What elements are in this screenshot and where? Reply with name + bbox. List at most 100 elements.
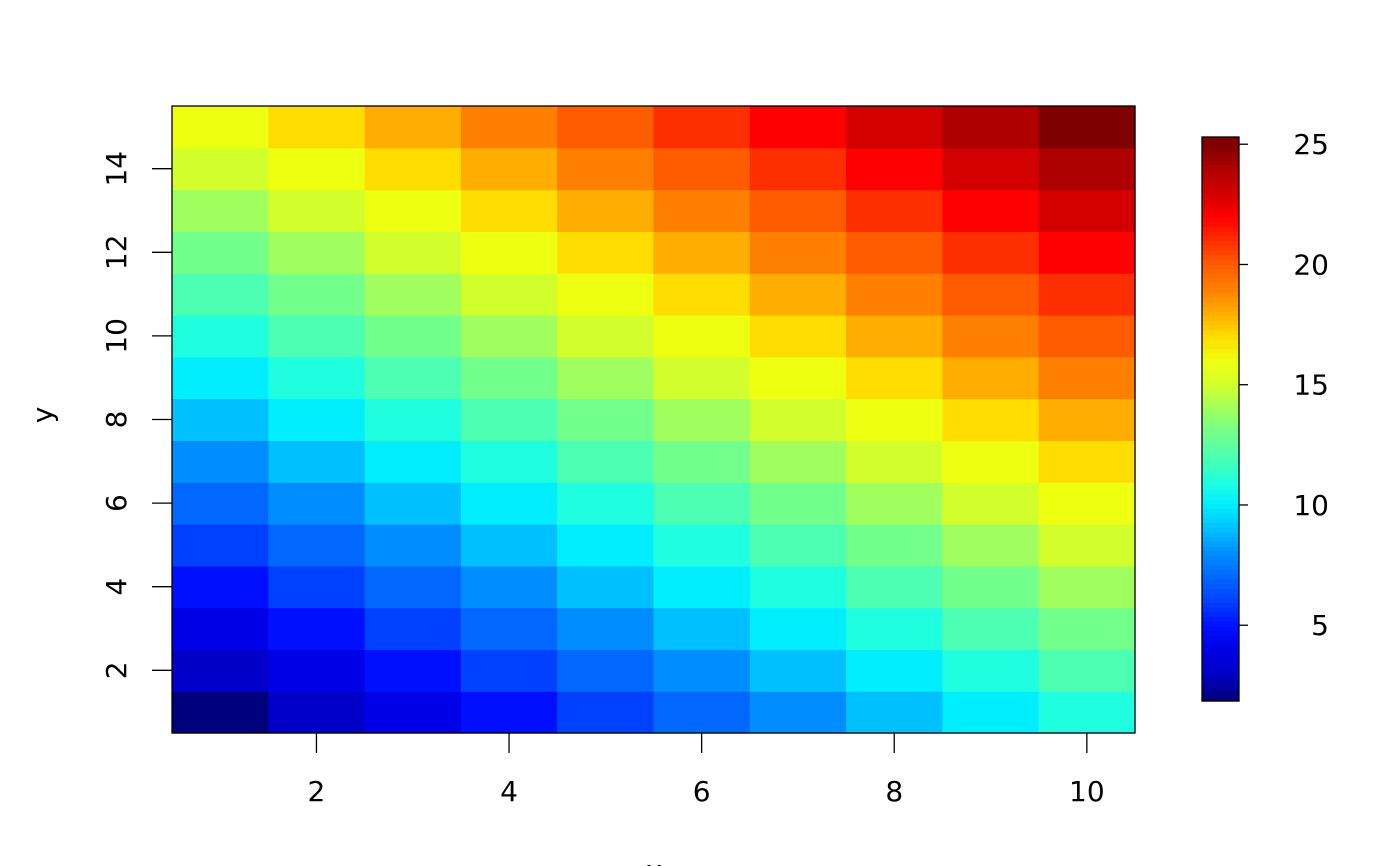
heatmap-cell (172, 691, 269, 734)
colorbar-segment (1202, 198, 1239, 204)
colorbar-segment (1202, 672, 1239, 679)
heatmap-cell (1038, 398, 1136, 441)
heatmap-cell (268, 147, 366, 191)
colorbar-segment (1202, 386, 1239, 392)
heatmap-cell (1038, 649, 1136, 692)
colorbar-segment (1202, 202, 1239, 209)
heatmap-cell (364, 524, 462, 567)
heatmap-cell (846, 649, 943, 692)
colorbar-segment (1202, 357, 1239, 364)
heatmap-cell (460, 691, 558, 734)
heatmap-cell (942, 649, 1040, 692)
heatmap-cell (749, 524, 847, 567)
colorbar-segment (1202, 541, 1239, 547)
x-tick-label: 4 (500, 775, 518, 808)
colorbar-segment (1202, 555, 1239, 561)
colorbar-segment (1202, 639, 1239, 646)
colorbar-segment (1202, 536, 1239, 542)
colorbar-segment (1202, 216, 1239, 223)
heatmap-cell (364, 565, 462, 609)
heatmap-cell (942, 482, 1040, 525)
heatmap-cell (364, 231, 462, 274)
heatmap-cell (364, 691, 462, 734)
y-tick-label: 8 (100, 411, 133, 429)
colorbar-segment (1202, 348, 1239, 354)
colorbar-segment (1202, 470, 1239, 476)
colorbar-segment (1202, 588, 1239, 594)
heatmap-cell (653, 398, 751, 441)
heatmap-cell (172, 106, 269, 149)
colorbar-segment (1202, 221, 1239, 227)
heatmap-cell (557, 649, 655, 692)
colorbar-segment (1202, 466, 1239, 472)
heatmap-cell (460, 607, 558, 650)
heatmap-cell (172, 482, 269, 525)
colorbar-segment (1202, 527, 1239, 533)
colorbar-segment (1202, 682, 1239, 688)
x-tick-label: 10 (1069, 775, 1105, 808)
colorbar-segment (1202, 268, 1239, 274)
heatmap-cell (172, 231, 269, 274)
heatmap-cell (749, 482, 847, 525)
heatmap-cell (460, 356, 558, 400)
colorbar-segment (1202, 625, 1239, 632)
colorbar-segment (1202, 569, 1239, 575)
colorbar-segment (1202, 630, 1239, 636)
heatmap-cell (557, 607, 655, 650)
colorbar-segment (1202, 635, 1239, 641)
x-tick-label: 6 (693, 775, 711, 808)
heatmap-cell (268, 440, 366, 483)
heatmap-cell (557, 691, 655, 734)
heatmap-cell (653, 356, 751, 400)
heatmap-cell (846, 231, 943, 274)
heatmap-cell (846, 356, 943, 400)
colorbar-segment (1202, 409, 1239, 415)
colorbar-segment (1202, 179, 1239, 185)
heatmap-cell (268, 607, 366, 650)
heatmap-cell (460, 231, 558, 274)
heatmap-cell (1038, 147, 1136, 191)
heatmap-cell (172, 524, 269, 567)
heatmap-cell (942, 524, 1040, 567)
heatmap-cell (846, 273, 943, 316)
heatmap-cell (268, 273, 366, 316)
colorbar-segment (1202, 545, 1239, 552)
colorbar-segment (1202, 668, 1239, 674)
heatmap-cell (942, 231, 1040, 274)
colorbar-segment (1202, 691, 1239, 697)
heatmap-cell (364, 106, 462, 149)
colorbar: 5 10 15 20 25 (1201, 128, 1329, 702)
heatmap-cell (749, 565, 847, 609)
colorbar-segment (1202, 592, 1239, 599)
colorbar-segment (1202, 644, 1239, 650)
heatmap-cell (942, 398, 1040, 441)
colorbar-segment (1202, 287, 1239, 293)
heatmap-cell (749, 231, 847, 274)
heatmap-cell (653, 565, 751, 609)
colorbar-segment (1202, 649, 1239, 655)
colorbar-segment (1202, 484, 1239, 491)
heatmap-cell (846, 482, 943, 525)
heatmap-cell (846, 440, 943, 483)
heatmap-cell (460, 482, 558, 525)
colorbar-segment (1202, 188, 1239, 194)
colorbar-segment (1202, 433, 1239, 439)
heatmap-cell (846, 189, 943, 232)
heatmap-cell (942, 607, 1040, 650)
heatmap-cell (364, 440, 462, 483)
heatmap-cell (653, 482, 751, 525)
heatmap-cell (364, 356, 462, 400)
heatmap-cell (942, 565, 1040, 609)
colorbar-segment (1202, 249, 1239, 256)
heatmap-cell (172, 356, 269, 400)
heatmap-cell (653, 189, 751, 232)
colorbar-segment (1202, 489, 1239, 495)
heatmap-cell (942, 315, 1040, 358)
heatmap-cell (1038, 482, 1136, 525)
colorbar-segment (1202, 301, 1239, 307)
heatmap-cell (460, 106, 558, 149)
heatmap-cell (557, 231, 655, 274)
x-tick-label: 8 (885, 775, 903, 808)
heatmap-cell (557, 147, 655, 191)
colorbar-segment (1202, 146, 1239, 152)
